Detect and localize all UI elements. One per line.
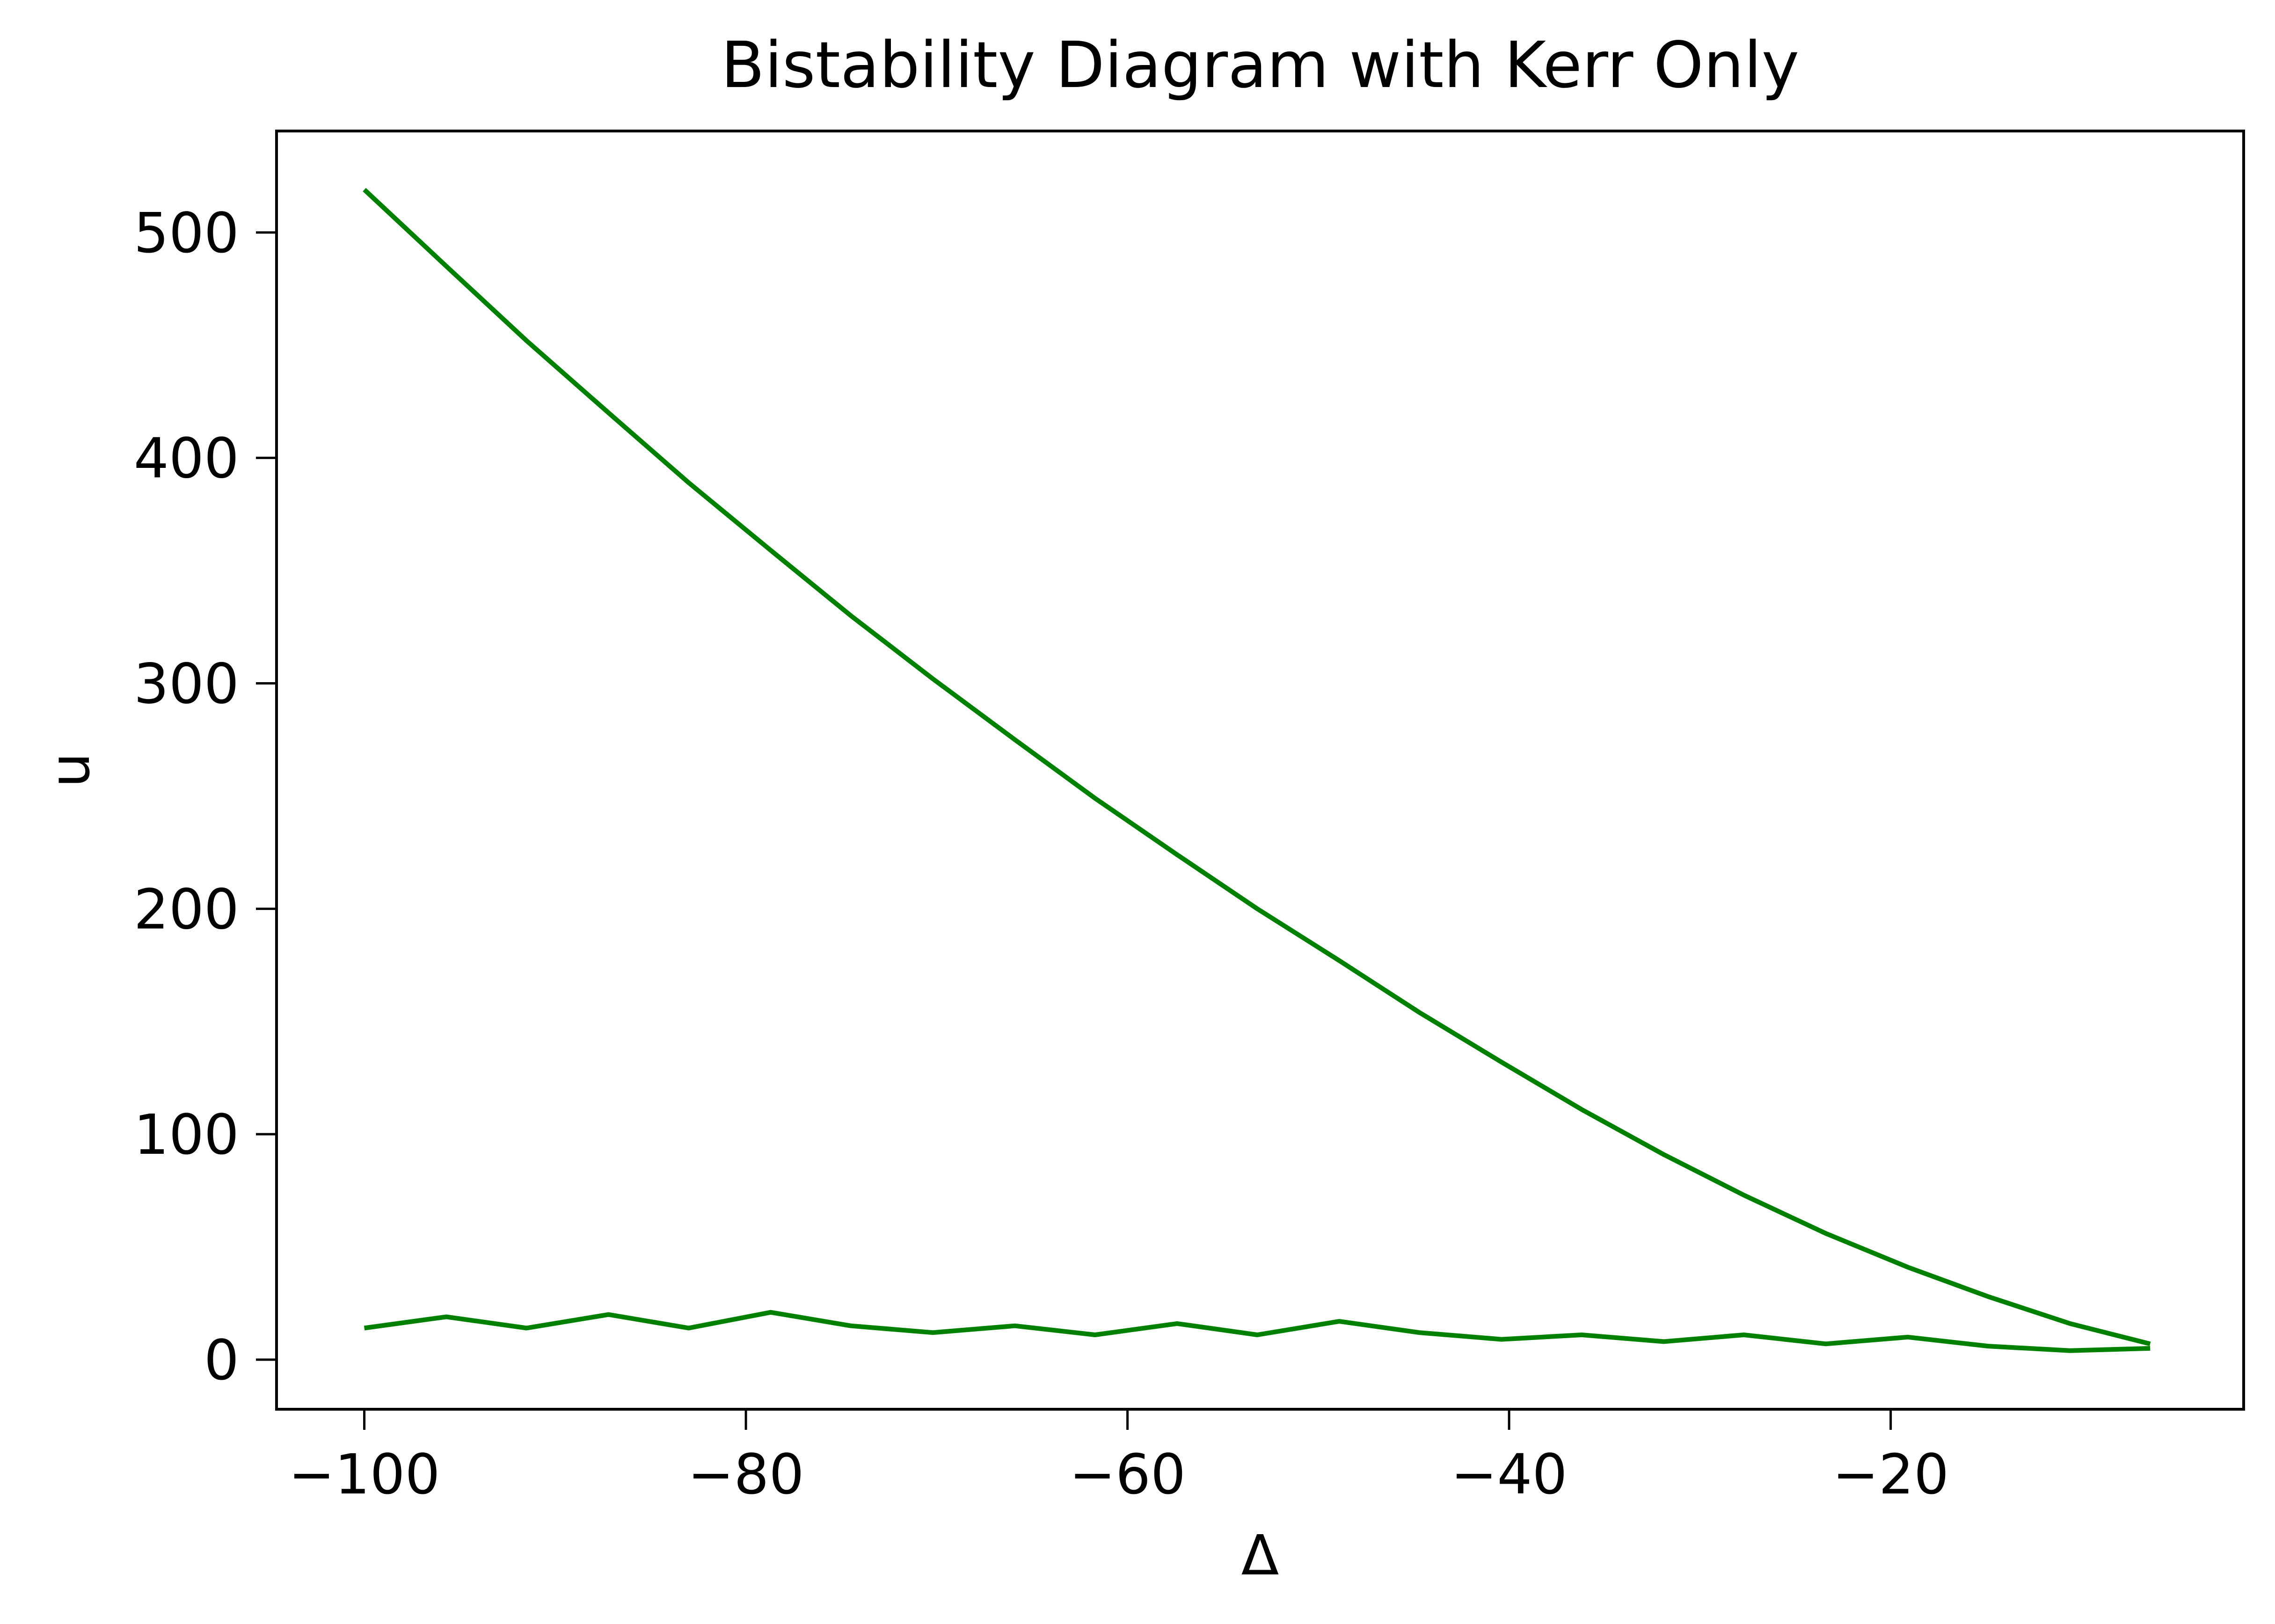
x-tick-label: −40 [1451, 1442, 1568, 1507]
series-layer [363, 188, 2151, 1353]
y-tick-label: 500 [134, 201, 239, 265]
chart-title: Bistability Diagram with Kerr Only [721, 29, 1800, 102]
x-tick-label: −20 [1832, 1442, 1949, 1507]
y-tick-label: 100 [134, 1102, 239, 1167]
y-axis-label: u [37, 753, 102, 788]
y-tick-label: 300 [134, 651, 239, 716]
y-tick-label: 400 [134, 426, 239, 491]
y-tick-label: 200 [134, 877, 239, 941]
x-axis-label: Δ [1241, 1523, 1279, 1588]
series-line-1 [363, 188, 2151, 1347]
series-line-2 [364, 1310, 2151, 1353]
x-axis-ticks: −100 −80 −60 −40 −20 [289, 1409, 1949, 1507]
plot-area-frame [275, 130, 2245, 1411]
y-tick-label: 0 [204, 1328, 239, 1392]
x-tick-label: −80 [688, 1442, 804, 1507]
x-tick-label: −100 [289, 1442, 440, 1507]
x-tick-label: −60 [1069, 1442, 1186, 1507]
y-axis-ticks: 0 100 200 300 400 500 [134, 201, 277, 1392]
